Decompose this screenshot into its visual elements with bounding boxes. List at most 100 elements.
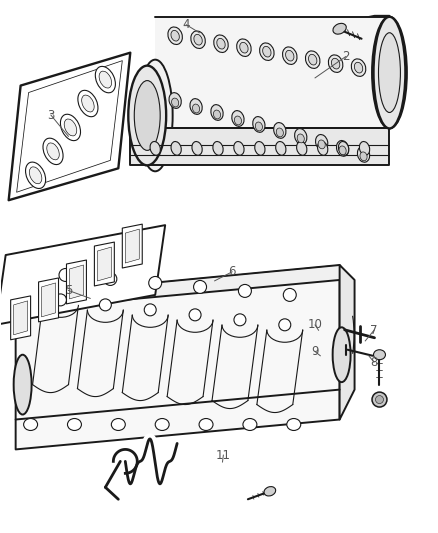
Text: 9: 9 [311,345,319,358]
Polygon shape [145,16,389,71]
Ellipse shape [237,39,251,56]
Ellipse shape [214,35,228,52]
Ellipse shape [297,134,304,143]
Ellipse shape [286,50,294,61]
Text: 10: 10 [307,318,322,332]
Ellipse shape [240,42,248,53]
Polygon shape [11,296,31,340]
Ellipse shape [315,134,328,150]
Ellipse shape [372,17,407,128]
Ellipse shape [238,285,251,297]
Ellipse shape [99,71,112,88]
Text: 5: 5 [65,284,72,297]
Ellipse shape [279,319,291,331]
Ellipse shape [374,350,385,360]
Ellipse shape [95,67,115,93]
Ellipse shape [59,269,72,281]
Ellipse shape [253,117,265,132]
Ellipse shape [234,142,244,155]
Ellipse shape [144,304,156,316]
Ellipse shape [375,395,384,403]
Polygon shape [42,283,56,317]
Ellipse shape [217,38,225,49]
Ellipse shape [328,55,343,72]
Ellipse shape [14,355,32,415]
Ellipse shape [99,299,111,311]
Ellipse shape [276,142,286,155]
Polygon shape [70,265,83,299]
Ellipse shape [234,116,241,125]
Ellipse shape [150,142,160,155]
Ellipse shape [194,35,202,45]
Ellipse shape [67,418,81,431]
Text: 8: 8 [370,356,378,369]
Ellipse shape [263,46,271,57]
Ellipse shape [24,418,38,431]
Ellipse shape [283,288,296,301]
Polygon shape [145,31,389,165]
Ellipse shape [191,31,205,49]
Ellipse shape [172,98,179,107]
Ellipse shape [372,392,387,407]
Ellipse shape [255,142,265,155]
Ellipse shape [243,418,257,431]
Ellipse shape [199,418,213,431]
Ellipse shape [211,104,223,120]
Ellipse shape [260,43,274,60]
Ellipse shape [360,142,370,155]
Text: 4: 4 [183,18,190,31]
Ellipse shape [149,277,162,289]
Ellipse shape [374,17,406,128]
Ellipse shape [360,152,367,161]
Text: 6: 6 [228,265,236,278]
Polygon shape [125,229,139,263]
Ellipse shape [318,142,328,155]
Polygon shape [67,260,86,304]
Polygon shape [16,280,339,449]
Ellipse shape [264,487,276,496]
Ellipse shape [308,54,317,65]
Polygon shape [0,225,165,325]
Ellipse shape [318,140,325,149]
Ellipse shape [336,141,349,156]
Ellipse shape [138,60,173,171]
Ellipse shape [378,33,400,112]
Ellipse shape [43,138,63,165]
Polygon shape [95,242,114,286]
Ellipse shape [333,23,346,34]
Ellipse shape [104,272,117,286]
Ellipse shape [60,114,81,141]
Ellipse shape [168,27,182,44]
Ellipse shape [274,123,286,138]
Ellipse shape [297,142,307,155]
Polygon shape [9,53,130,200]
Ellipse shape [171,30,179,41]
Ellipse shape [155,418,169,431]
Text: 2: 2 [342,50,350,63]
Ellipse shape [295,128,307,144]
Ellipse shape [305,51,320,68]
Ellipse shape [25,162,46,189]
Ellipse shape [54,294,67,306]
Ellipse shape [189,309,201,321]
Ellipse shape [134,80,160,150]
Ellipse shape [276,128,283,137]
Polygon shape [122,224,142,268]
Ellipse shape [47,143,59,160]
Ellipse shape [283,47,297,64]
Ellipse shape [232,111,244,126]
Polygon shape [39,278,59,322]
Ellipse shape [339,142,349,155]
Ellipse shape [194,280,207,293]
Polygon shape [130,128,389,165]
Ellipse shape [81,95,94,112]
Ellipse shape [111,418,125,431]
Ellipse shape [78,90,98,117]
Ellipse shape [234,314,246,326]
Text: 3: 3 [47,109,55,122]
Polygon shape [14,301,28,335]
Ellipse shape [192,142,202,155]
Ellipse shape [287,418,301,431]
Polygon shape [155,17,389,128]
Ellipse shape [29,167,42,184]
